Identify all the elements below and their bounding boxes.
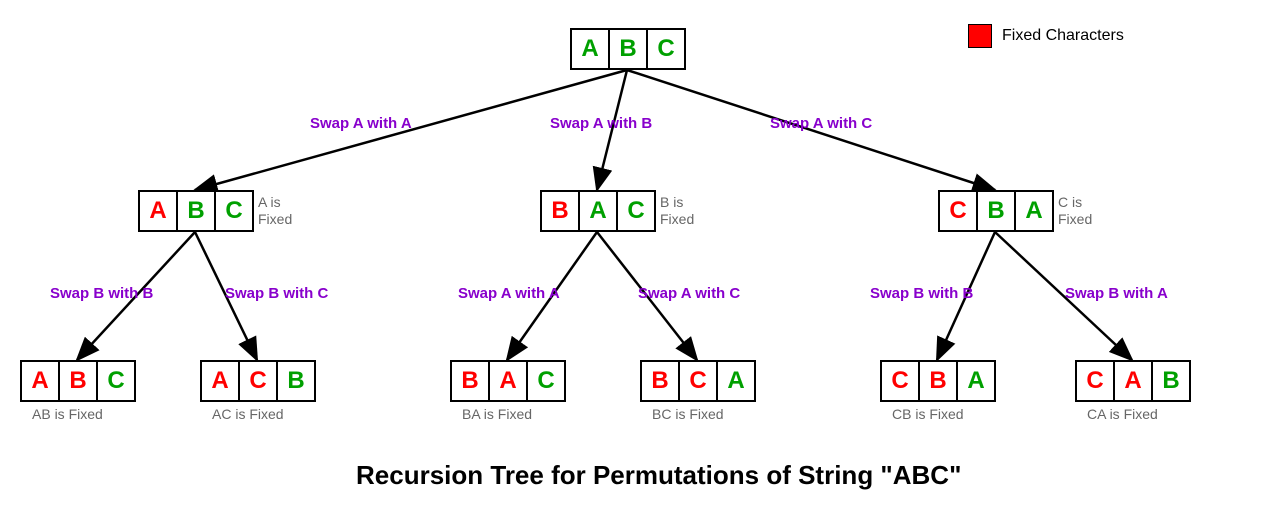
cell: A bbox=[958, 362, 994, 400]
cell: B bbox=[542, 192, 580, 230]
cell: A bbox=[1115, 362, 1153, 400]
cell: B bbox=[178, 192, 216, 230]
cell: B bbox=[642, 362, 680, 400]
cell: C bbox=[216, 192, 252, 230]
fixed-below-label: CB is Fixed bbox=[892, 406, 964, 423]
cell: B bbox=[1153, 362, 1189, 400]
fixed-side-label: C isFixed bbox=[1058, 194, 1092, 228]
cell: C bbox=[1077, 362, 1115, 400]
cell: A bbox=[572, 30, 610, 68]
fixed-below-label: BA is Fixed bbox=[462, 406, 532, 423]
cell: C bbox=[882, 362, 920, 400]
node-l2e: CBA bbox=[880, 360, 996, 402]
node-l2a: ABC bbox=[20, 360, 136, 402]
edge-label: Swap A with C bbox=[770, 115, 872, 132]
edge-label: Swap A with A bbox=[458, 285, 560, 302]
edge-label: Swap A with A bbox=[310, 115, 412, 132]
node-l2b: ACB bbox=[200, 360, 316, 402]
cell: A bbox=[22, 362, 60, 400]
cell: C bbox=[680, 362, 718, 400]
fixed-below-label: BC is Fixed bbox=[652, 406, 724, 423]
cell: C bbox=[940, 192, 978, 230]
cell: C bbox=[98, 362, 134, 400]
cell: B bbox=[278, 362, 314, 400]
edge-label: Swap A with B bbox=[550, 115, 652, 132]
cell: C bbox=[240, 362, 278, 400]
cell: A bbox=[202, 362, 240, 400]
arrow-layer bbox=[0, 0, 1288, 524]
cell: A bbox=[490, 362, 528, 400]
cell: B bbox=[452, 362, 490, 400]
edge-label: Swap B with B bbox=[50, 285, 153, 302]
diagram-title: Recursion Tree for Permutations of Strin… bbox=[356, 460, 961, 491]
edge-label: Swap A with C bbox=[638, 285, 740, 302]
node-l1a: ABC bbox=[138, 190, 254, 232]
cell: B bbox=[60, 362, 98, 400]
legend-text: Fixed Characters bbox=[1002, 27, 1124, 45]
fixed-side-label: B isFixed bbox=[660, 194, 694, 228]
cell: C bbox=[648, 30, 684, 68]
cell: A bbox=[1016, 192, 1052, 230]
node-l2d: BCA bbox=[640, 360, 756, 402]
cell: C bbox=[528, 362, 564, 400]
fixed-below-label: AC is Fixed bbox=[212, 406, 284, 423]
cell: C bbox=[618, 192, 654, 230]
cell: B bbox=[610, 30, 648, 68]
cell: A bbox=[580, 192, 618, 230]
node-l2c: BAC bbox=[450, 360, 566, 402]
legend-swatch bbox=[968, 24, 992, 48]
edge-label: Swap B with C bbox=[225, 285, 328, 302]
edge-label: Swap B with B bbox=[870, 285, 973, 302]
node-l1c: CBA bbox=[938, 190, 1054, 232]
node-root: ABC bbox=[570, 28, 686, 70]
node-l1b: BAC bbox=[540, 190, 656, 232]
edge-label: Swap B with A bbox=[1065, 285, 1168, 302]
cell: B bbox=[920, 362, 958, 400]
cell: A bbox=[140, 192, 178, 230]
fixed-below-label: AB is Fixed bbox=[32, 406, 103, 423]
cell: A bbox=[718, 362, 754, 400]
fixed-side-label: A isFixed bbox=[258, 194, 292, 228]
fixed-below-label: CA is Fixed bbox=[1087, 406, 1158, 423]
node-l2f: CAB bbox=[1075, 360, 1191, 402]
cell: B bbox=[978, 192, 1016, 230]
